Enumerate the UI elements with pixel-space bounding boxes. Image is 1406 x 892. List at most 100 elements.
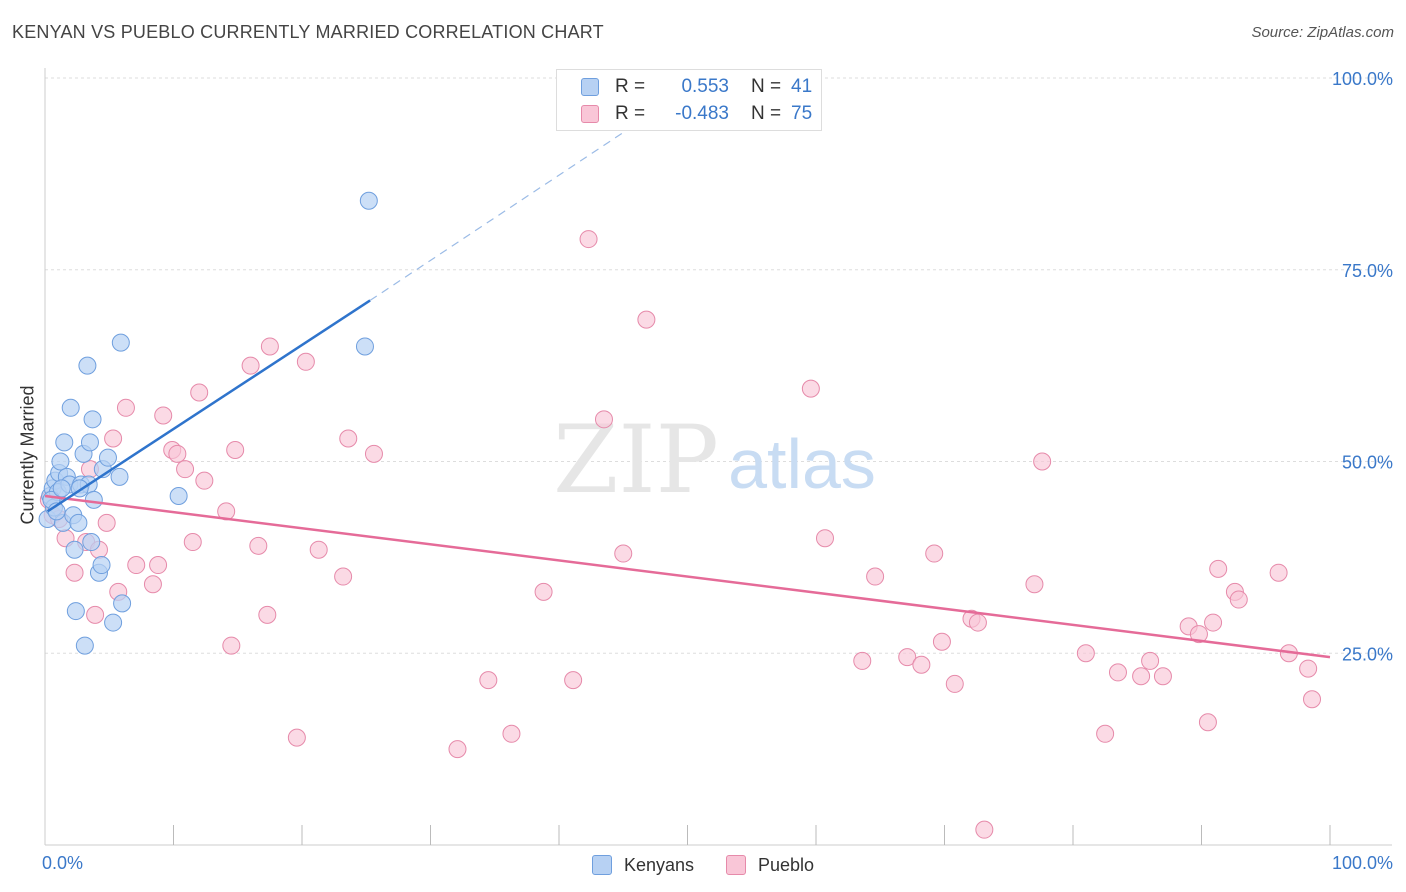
pueblo-point <box>1299 659 1318 678</box>
pueblo-trend-line <box>44 494 1331 659</box>
kenyan-point <box>111 333 130 352</box>
n-label: N = <box>751 103 782 124</box>
kenyan-point <box>55 433 74 452</box>
pueblo-point <box>502 724 521 743</box>
kenyan-point <box>51 452 70 471</box>
kenyan-point <box>110 467 129 486</box>
pueblo-point <box>258 605 277 624</box>
pueblo-point <box>898 648 917 667</box>
pueblo-point <box>190 383 209 402</box>
pueblo-point <box>594 410 613 429</box>
legend-item-kenyans[interactable]: Kenyans <box>591 854 694 876</box>
pueblo-point <box>149 556 168 575</box>
source-label: Source: ZipAtlas.com <box>1251 24 1394 41</box>
kenyan-point <box>83 410 102 429</box>
tick-labels: 25.0% 50.0% 75.0% 100.0% 0.0% 100.0% <box>42 69 1393 873</box>
pueblo-point <box>479 671 498 690</box>
pueblo-point <box>1025 575 1044 594</box>
pueblo-point <box>801 379 820 398</box>
pueblo-point <box>176 460 195 479</box>
kenyan-point <box>169 487 188 506</box>
kenyan-point <box>355 337 374 356</box>
r-label: R = <box>615 103 646 124</box>
pueblo-point <box>925 544 944 563</box>
pueblo-point <box>945 674 964 693</box>
pueblo-point <box>364 444 383 463</box>
n-label: N = <box>751 76 782 97</box>
pueblo-point <box>866 567 885 586</box>
y-tick-label: 50.0% <box>1342 453 1393 473</box>
kenyan-point <box>52 479 71 498</box>
pueblo-point <box>1269 563 1288 582</box>
pueblo-point <box>65 563 84 582</box>
kenyan-point <box>98 448 117 467</box>
pueblo-point <box>116 398 135 417</box>
kenyan-point <box>113 594 132 613</box>
pueblo-legend-label: Pueblo <box>758 854 815 875</box>
series-legend: Kenyans Pueblo <box>0 852 1406 878</box>
pueblo-point <box>614 544 633 563</box>
pueblo-point <box>143 575 162 594</box>
kenyan-point <box>78 356 97 375</box>
pueblo-point <box>183 533 202 552</box>
pueblo-point <box>241 356 260 375</box>
pueblo-point <box>1229 590 1248 609</box>
kenyans-trend-extension <box>369 123 637 301</box>
trend-lines <box>44 123 1331 659</box>
pueblo-point <box>932 632 951 651</box>
pueblo-legend-swatch <box>726 855 746 875</box>
kenyans-trend-line <box>46 299 371 513</box>
pueblo-point <box>287 728 306 747</box>
kenyan-point <box>82 533 101 552</box>
pueblo-point <box>339 429 358 448</box>
pueblo-point <box>1141 651 1160 670</box>
pueblo-point <box>296 352 315 371</box>
pueblo-point <box>1108 663 1127 682</box>
pueblo-point <box>1189 625 1208 644</box>
pueblo-point <box>97 513 116 532</box>
kenyans-swatch <box>581 78 599 96</box>
pueblo-point <box>226 440 245 459</box>
kenyans-legend-label: Kenyans <box>623 854 694 875</box>
kenyan-point <box>359 191 378 210</box>
pueblo-point <box>195 471 214 490</box>
grid-lines <box>45 77 1392 654</box>
pueblo-point <box>534 582 553 601</box>
pueblo-point <box>104 429 123 448</box>
y-tick-label: 25.0% <box>1342 644 1393 664</box>
pueblo-points <box>39 230 1322 839</box>
pueblo-point <box>222 636 241 655</box>
pueblo-point <box>975 820 994 839</box>
pueblo-point <box>1303 690 1322 709</box>
watermark: ZIP atlas <box>553 406 876 515</box>
pueblo-point <box>1153 667 1172 686</box>
pueblo-point <box>1198 713 1217 732</box>
pueblo-point <box>334 567 353 586</box>
r-value: 0.553 <box>681 76 729 97</box>
legend-row-kenyans: R = 0.553 N = 41 <box>581 75 812 99</box>
chart-title: KENYAN VS PUEBLO CURRENTLY MARRIED CORRE… <box>12 22 604 42</box>
kenyan-points <box>38 191 378 655</box>
kenyan-point <box>84 490 103 509</box>
x-tick-label: 100.0% <box>1332 853 1393 873</box>
pueblo-swatch <box>581 105 599 123</box>
kenyan-point <box>69 513 88 532</box>
kenyan-point <box>80 433 99 452</box>
legend-item-pueblo[interactable]: Pueblo <box>726 855 814 876</box>
pueblo-point <box>1096 724 1115 743</box>
kenyan-point <box>61 398 80 417</box>
n-value: 41 <box>791 76 813 97</box>
axes <box>44 68 1392 846</box>
pueblo-point <box>579 230 598 249</box>
kenyan-point <box>66 602 85 621</box>
pueblo-point <box>249 536 268 555</box>
pueblo-point <box>1033 452 1052 471</box>
x-tick-label: 0.0% <box>42 853 83 873</box>
pueblo-point <box>260 337 279 356</box>
correlation-legend: R = 0.553 N = 41 R = -0.483 N = 75 <box>556 69 822 131</box>
pueblo-point <box>1132 667 1151 686</box>
r-label: R = <box>615 76 646 97</box>
legend-row-pueblo: R = -0.483 N = 75 <box>581 102 812 126</box>
n-value: 75 <box>791 103 813 124</box>
